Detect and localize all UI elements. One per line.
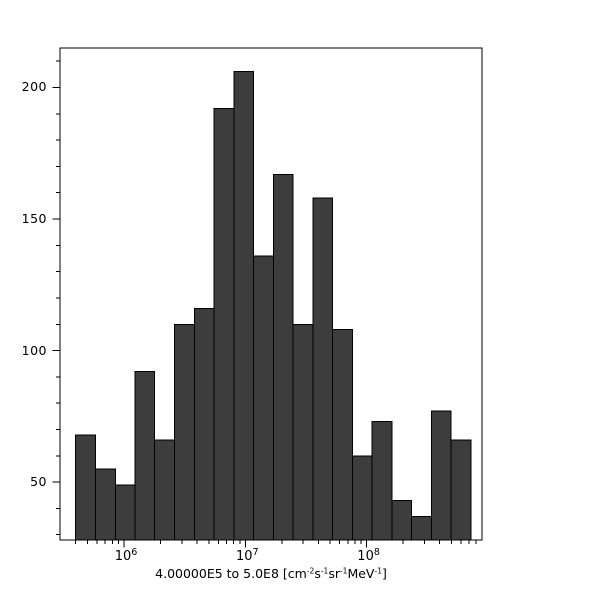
histogram-bar [174, 323, 195, 541]
histogram-bar [213, 108, 235, 541]
histogram-bar [450, 439, 472, 541]
histogram-bar [430, 410, 452, 541]
histogram-bar [233, 71, 255, 541]
histogram-bar [94, 468, 116, 541]
histogram-bar [312, 197, 334, 541]
histogram-bar [351, 455, 373, 541]
histogram-bar [411, 515, 432, 541]
histogram-bar [272, 173, 294, 541]
histogram-bar [154, 439, 176, 541]
histogram-bar [332, 329, 353, 541]
histogram-bar [371, 421, 393, 541]
histogram-bar [253, 255, 274, 541]
histogram-bar [193, 307, 215, 541]
histogram-bar [134, 371, 156, 541]
histogram-bar [75, 434, 96, 541]
histogram-bar [114, 484, 136, 541]
plot-frame [59, 47, 483, 541]
histogram-bar [391, 500, 413, 541]
histogram-bar [292, 323, 314, 541]
